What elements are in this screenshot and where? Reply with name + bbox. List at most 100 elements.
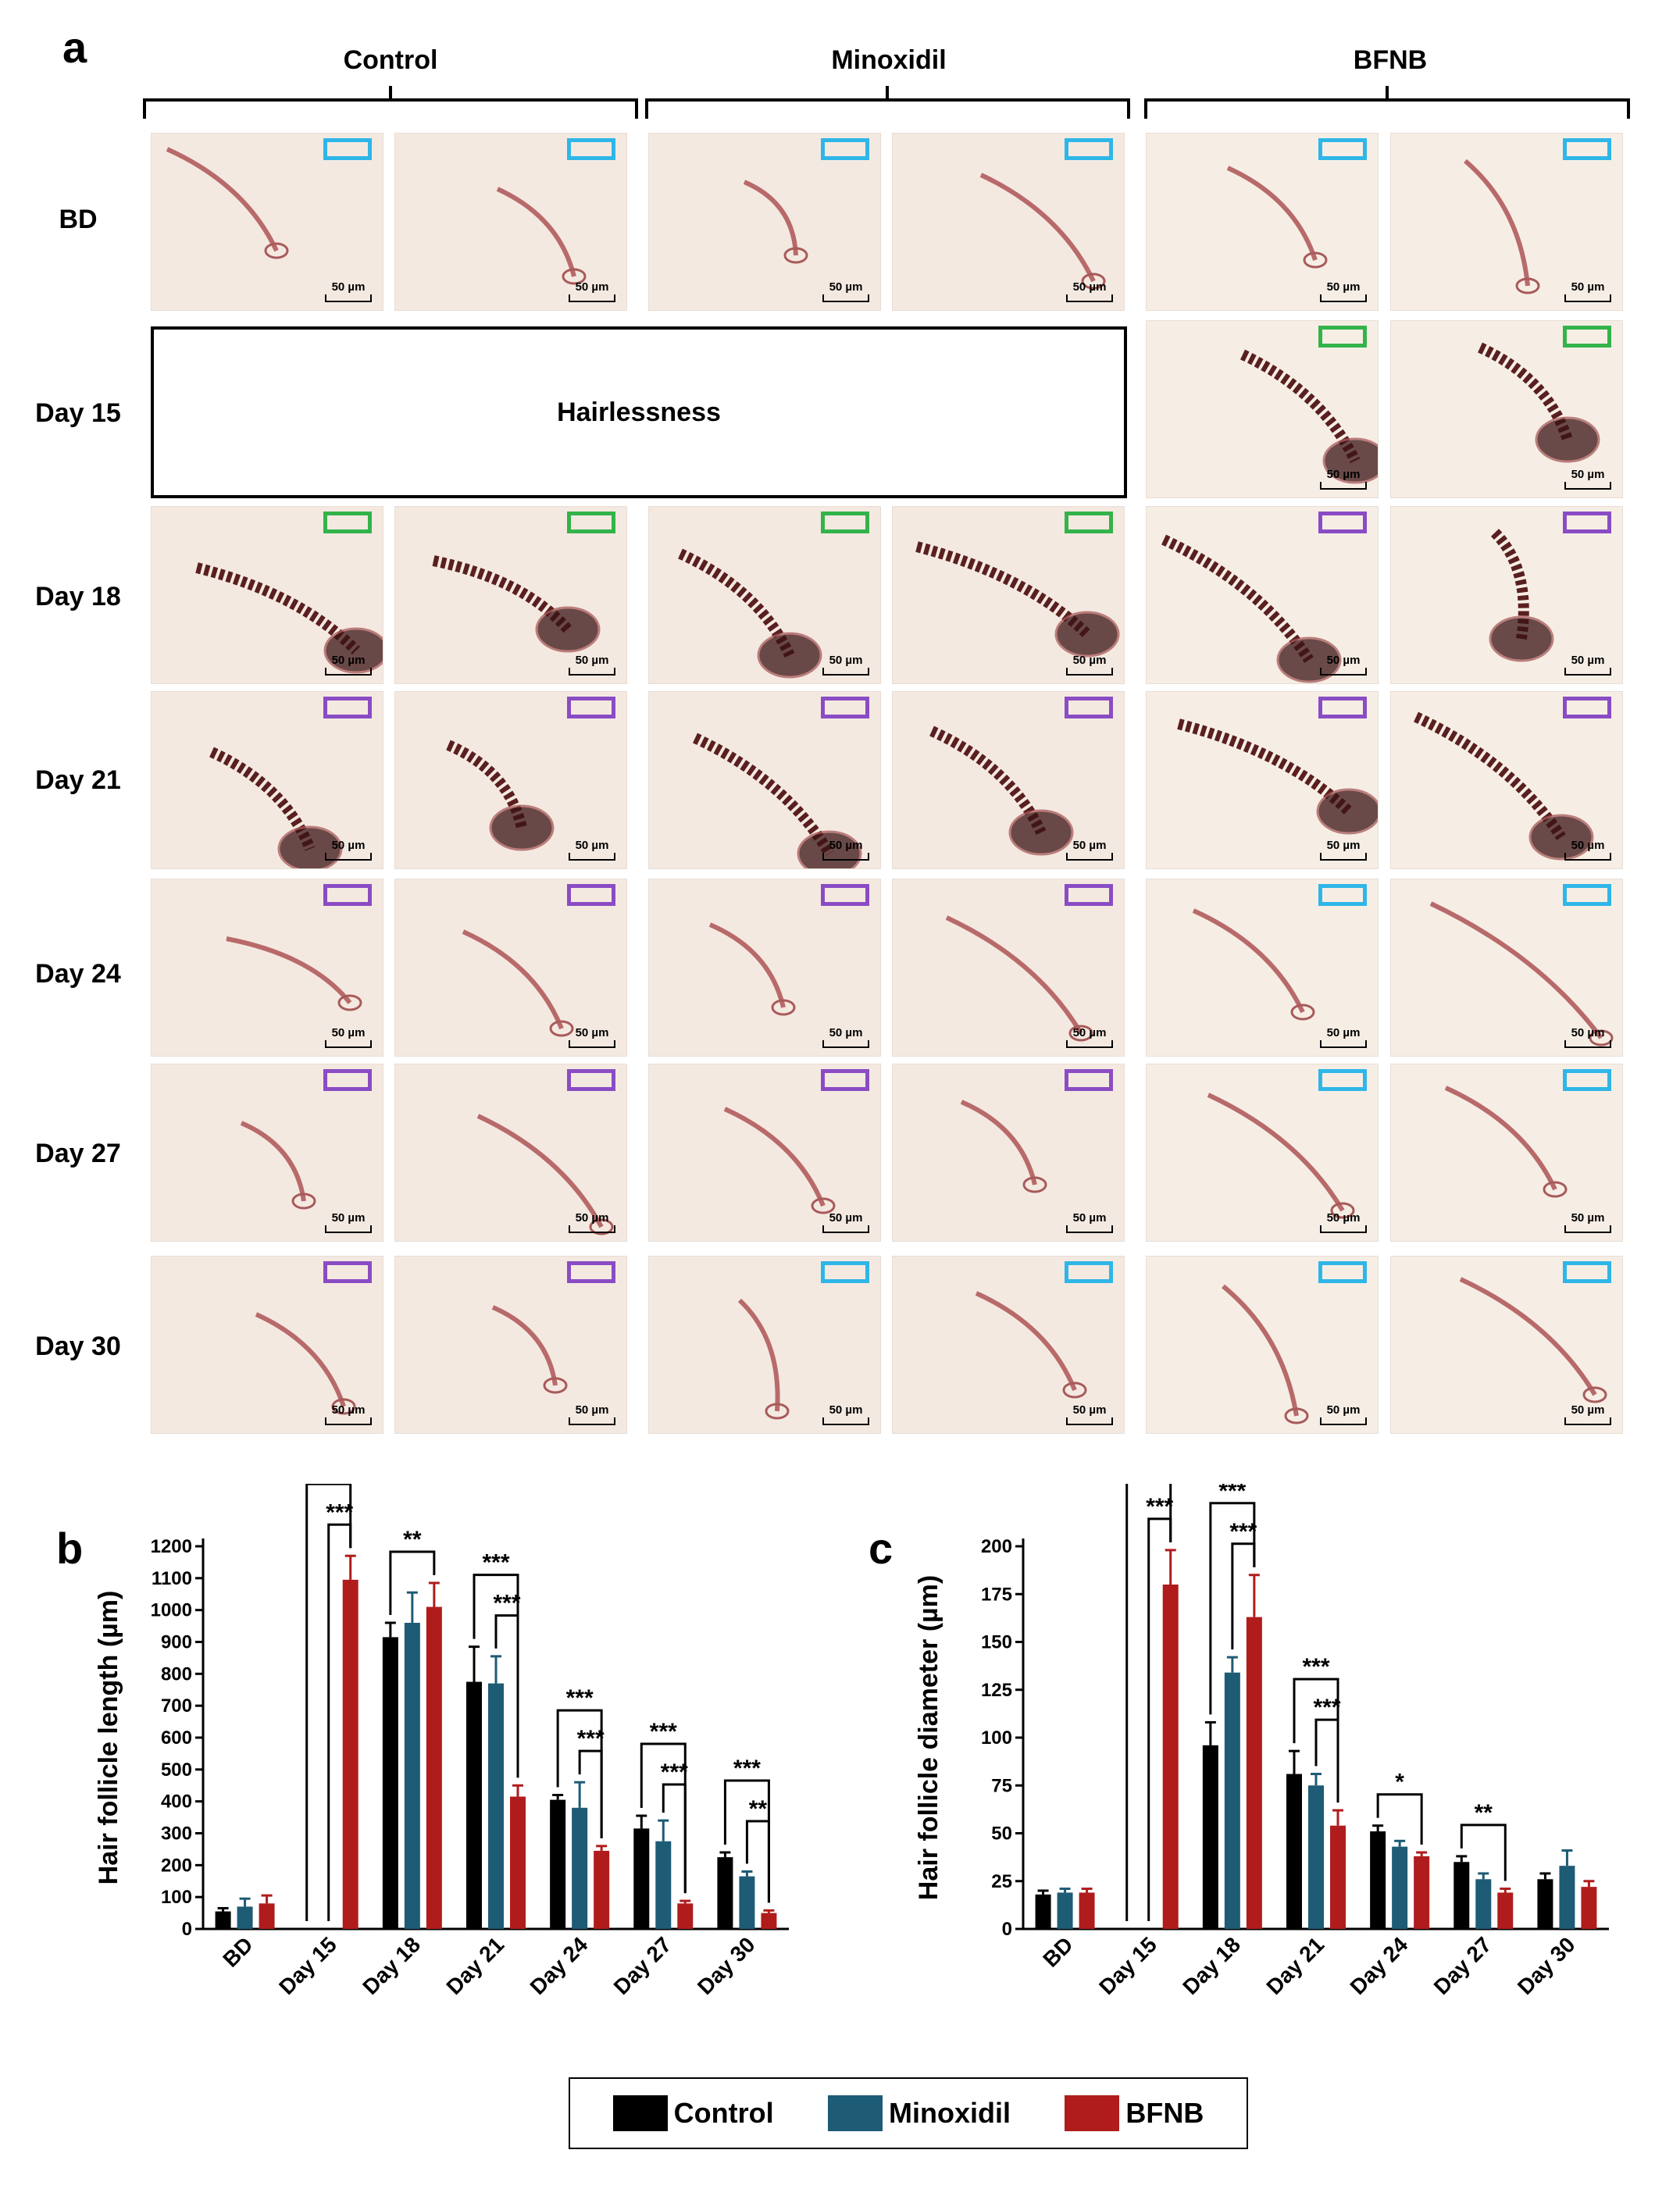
brace-bfnb — [1144, 86, 1630, 119]
row-label-day30: Day 30 — [35, 1332, 121, 1361]
significance-label: *** — [326, 1499, 353, 1525]
micrograph-tile: 50 µm — [1390, 691, 1623, 869]
hairlessness-box: Hairlessness — [151, 326, 1127, 498]
significance-bracket — [556, 1709, 603, 1838]
scale-bar-line — [822, 1417, 869, 1425]
stage-tag-purple — [821, 884, 869, 906]
hair-follicle-image — [1222, 1284, 1309, 1424]
stage-tag-purple — [821, 697, 869, 718]
bar-control — [1286, 1774, 1302, 1929]
stage-tag-green — [567, 512, 615, 533]
scale-bar-label: 50 µm — [1326, 1211, 1361, 1225]
scale-bar-line — [569, 853, 615, 861]
micrograph-tile: 50 µm — [648, 133, 881, 311]
scale-bar: 50 µm — [325, 654, 372, 676]
hair-bulb — [535, 606, 601, 653]
hair-shaft — [195, 562, 360, 654]
scale-bar-line — [822, 668, 869, 676]
hair-follicle-image — [491, 1305, 568, 1394]
scale-bar-line — [822, 1225, 869, 1233]
hair-follicle-image — [1444, 1086, 1568, 1198]
scale-bar: 50 µm — [1066, 280, 1113, 302]
y-tick-label: 300 — [161, 1824, 192, 1845]
stage-tag-cyan — [1318, 884, 1367, 906]
hair-follicle-image — [979, 173, 1106, 290]
micrograph-tile: 50 µm — [1390, 506, 1623, 684]
bar-control — [633, 1828, 650, 1929]
micrograph-tile: 50 µm — [394, 133, 627, 311]
scale-bar-label: 50 µm — [1326, 1026, 1361, 1039]
scale-bar: 50 µm — [1564, 1403, 1611, 1425]
stage-tag-purple — [1065, 697, 1113, 718]
bar-control — [550, 1799, 566, 1929]
x-tick-label: Day 30 — [1513, 1932, 1580, 1999]
hair-follicle-image — [723, 1107, 836, 1214]
scale-bar-label: 50 µm — [331, 654, 366, 667]
y-axis-label: Hair follicle length (µm) — [94, 1591, 123, 1885]
bar-minoxidil — [655, 1841, 672, 1929]
scale-bar: 50 µm — [1320, 839, 1367, 861]
significance-label: *** — [315, 1484, 342, 1485]
micrograph-tile: 50 µm — [892, 1064, 1125, 1242]
scale-bar-label: 50 µm — [829, 1211, 863, 1225]
significance-label: *** — [1229, 1519, 1257, 1545]
y-tick-label: 0 — [182, 1919, 192, 1940]
hair-bulb — [1316, 788, 1378, 835]
hair-shaft — [1222, 1284, 1299, 1417]
row-label-day15: Day 15 — [35, 398, 121, 428]
hair-bulb — [589, 1218, 614, 1235]
legend: Control Minoxidil BFNB — [569, 2077, 1248, 2149]
y-tick-label: 400 — [161, 1791, 192, 1813]
hair-bulb — [562, 268, 587, 285]
bar-minoxidil — [1057, 1892, 1073, 1929]
significance-label: ** — [403, 1527, 422, 1553]
scale-bar: 50 µm — [1320, 1211, 1367, 1233]
scale-bar-line — [1066, 1417, 1113, 1425]
bar-bfnb — [1330, 1825, 1346, 1929]
significance-bracket — [1125, 1484, 1172, 1921]
scale-bar: 50 µm — [1066, 1211, 1113, 1233]
y-tick-label: 0 — [1002, 1919, 1012, 1940]
hair-bulb — [1008, 809, 1074, 856]
row-label-day21: Day 21 — [35, 765, 121, 795]
hair-bulb — [1582, 1386, 1607, 1403]
hair-bulb — [1062, 1381, 1087, 1399]
scale-bar-label: 50 µm — [829, 280, 863, 294]
scale-bar-line — [822, 853, 869, 861]
panel-c-letter: c — [869, 1524, 894, 1573]
hair-follicle-image — [945, 915, 1093, 1042]
hair-shaft — [1478, 342, 1573, 442]
stage-tag-cyan — [1065, 1261, 1113, 1283]
hair-shaft — [166, 147, 279, 252]
y-tick-label: 175 — [981, 1584, 1012, 1605]
hair-follicle-image — [1459, 1277, 1607, 1403]
bar-minoxidil — [1392, 1846, 1408, 1929]
scale-bar: 50 µm — [1066, 1403, 1113, 1425]
micrograph-tile: 50 µm — [1146, 879, 1379, 1057]
scale-bar-label: 50 µm — [829, 1026, 863, 1039]
brace-minoxidil — [645, 86, 1130, 119]
scale-bar-line — [325, 1040, 372, 1048]
bar-bfnb — [1246, 1617, 1262, 1929]
hair-follicle-image — [1192, 908, 1315, 1021]
scale-bar-line — [569, 294, 615, 302]
panel-a-letter: a — [62, 23, 87, 72]
hair-bulb — [264, 242, 289, 259]
hair-follicle-image — [1464, 159, 1540, 294]
scale-bar: 50 µm — [1066, 839, 1113, 861]
stage-tag-cyan — [323, 138, 372, 160]
legend-swatch-bfnb — [1065, 2095, 1120, 2131]
stage-tag-purple — [567, 1261, 615, 1283]
micrograph-tile: 50 µm — [892, 506, 1125, 684]
scale-bar: 50 µm — [1066, 654, 1113, 676]
stage-tag-purple — [1065, 1069, 1113, 1091]
micrograph-tile: 50 µm — [394, 506, 627, 684]
legend-label-control: Control — [673, 2097, 774, 2129]
scale-bar-line — [1564, 482, 1611, 490]
y-tick-label: 700 — [161, 1695, 192, 1717]
stage-tag-purple — [567, 697, 615, 718]
hair-follicle-image — [960, 1100, 1047, 1193]
hair-follicle-image — [240, 1121, 316, 1210]
significance-label: ** — [749, 1796, 768, 1822]
micrograph-tile: 50 µm — [648, 1256, 881, 1434]
